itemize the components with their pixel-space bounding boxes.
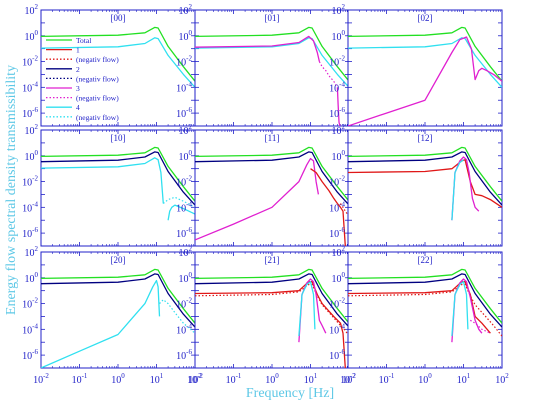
panel-01-series-3-negativ-flow-	[318, 61, 338, 88]
panel-22-x-tick-label: 10-2	[340, 372, 356, 386]
panel-22-x-tick-label: 100	[418, 372, 432, 386]
panel-10-y-tick-label: 100	[25, 149, 39, 163]
panel-02-frame	[347, 9, 503, 127]
panel-21-x-tick-label: 100	[265, 372, 279, 386]
panel-20-y-tick-label: 10-2	[22, 297, 38, 311]
panel-10-series-4	[167, 204, 195, 221]
panel-02-title: [02]	[418, 13, 433, 23]
panel-20-y-tick-label: 100	[25, 271, 39, 285]
panel-20-y-tick-label: 10-6	[22, 348, 38, 362]
panel-20-x-tick-label: 100	[111, 372, 125, 386]
panel-01-series-3	[195, 35, 321, 62]
panel-22-series-total	[348, 268, 502, 324]
panel-20-series-4	[41, 279, 161, 368]
panel-21-x-tick-label: 10-2	[187, 372, 203, 386]
panel-12-series-2	[348, 151, 502, 206]
panel-02-series-3	[348, 36, 502, 126]
panel-11-series-2	[195, 151, 349, 206]
panel-20-y-tick-label: 102	[25, 245, 39, 259]
panel-20-series-2	[41, 273, 195, 328]
panel-20-x-tick-label: 10-1	[72, 372, 88, 386]
panel-10-y-tick-label: 10-4	[22, 200, 38, 214]
panel-10-y-tick-label: 102	[25, 123, 39, 137]
panel-10-y-tick-label: 10-6	[22, 226, 38, 240]
panel-21-series-1-negativ-flow-	[195, 283, 349, 337]
panel-21-title: [21]	[265, 255, 280, 265]
legend-label-4: (negativ flow)	[76, 74, 119, 83]
panel-00-frame	[40, 9, 196, 127]
panel-22-series-4	[451, 281, 469, 337]
panel-21-series-total	[195, 268, 349, 324]
panel-00-y-tick-label: 10-6	[22, 106, 38, 120]
panel-20-title: [20]	[111, 255, 126, 265]
legend-label-3: 2	[76, 65, 80, 74]
panel-21-x-tick-label: 10-1	[226, 372, 242, 386]
panel-22-x-tick-label: 102	[495, 372, 509, 386]
x-axis-title: Frequency [Hz]	[245, 386, 335, 401]
panel-22-x-tick-label: 10-1	[379, 372, 395, 386]
panel-20-frame	[40, 251, 196, 369]
panel-10-series-2	[41, 151, 195, 206]
legend-label-1: 1	[76, 46, 80, 55]
legend-label-6: (negativ flow)	[76, 94, 119, 103]
panel-01-title: [01]	[265, 13, 280, 23]
panel-00-y-tick-label: 102	[25, 3, 39, 17]
panel-12-title: [12]	[418, 133, 433, 143]
panel-12-series-4	[451, 159, 464, 221]
panel-00-y-tick-label: 10-4	[22, 80, 38, 94]
panel-01-frame	[194, 9, 350, 127]
panel-22-title: [22]	[418, 255, 433, 265]
legend-label-0: Total	[76, 36, 91, 45]
panel-21-x-tick-label: 101	[304, 372, 318, 386]
panel-00-series-total	[41, 26, 195, 82]
panel-22-series-1	[348, 281, 491, 334]
panel-00-series-4	[41, 37, 195, 88]
panel-11-title: [11]	[265, 133, 280, 143]
panel-02-series-total	[348, 26, 502, 82]
panel-20-y-tick-label: 10-4	[22, 322, 38, 336]
legend-label-7: 4	[76, 103, 80, 112]
panel-10-title: [10]	[111, 133, 126, 143]
panel-22-frame	[347, 251, 503, 369]
panel-11-series-3	[195, 157, 320, 241]
panel-00-y-tick-label: 100	[25, 29, 39, 43]
panel-20-x-tick-label: 10-2	[33, 372, 49, 386]
panel-22-x-tick-label: 101	[457, 372, 471, 386]
panel-21-series-2	[195, 273, 349, 328]
panel-01-series-total	[195, 26, 349, 82]
panel-22-series-1-negativ-flow-	[348, 283, 502, 337]
panel-20-series-total	[41, 268, 195, 324]
panel-00-title: [00]	[111, 13, 126, 23]
legend-label-8: (negativ flow)	[76, 113, 119, 122]
panel-20-x-tick-label: 101	[150, 372, 164, 386]
panel-11-series-total	[195, 146, 349, 202]
panel-12-series-total	[348, 146, 502, 202]
panel-20-series-4-negativ-flow-	[159, 299, 195, 334]
panel-12-series-1	[348, 159, 502, 208]
panel-11-series-1	[310, 168, 346, 246]
panel-21-series-4	[298, 281, 316, 337]
panel-10-series-4-negativ-flow-	[162, 196, 195, 208]
panel-21-frame	[194, 251, 350, 369]
panel-12-frame	[347, 129, 503, 247]
legend-label-2: (negativ flow)	[76, 55, 119, 64]
panel-10-frame	[40, 129, 196, 247]
legend-label-5: 3	[76, 84, 80, 93]
panel-10-series-4	[41, 157, 164, 204]
panel-11-frame	[194, 129, 350, 247]
panel-22-series-2	[348, 273, 502, 328]
panel-10-y-tick-label: 10-2	[22, 175, 38, 189]
panel-10-series-total	[41, 146, 195, 202]
panel-01-series-3	[336, 87, 341, 126]
panel-00-y-tick-label: 10-2	[22, 55, 38, 69]
